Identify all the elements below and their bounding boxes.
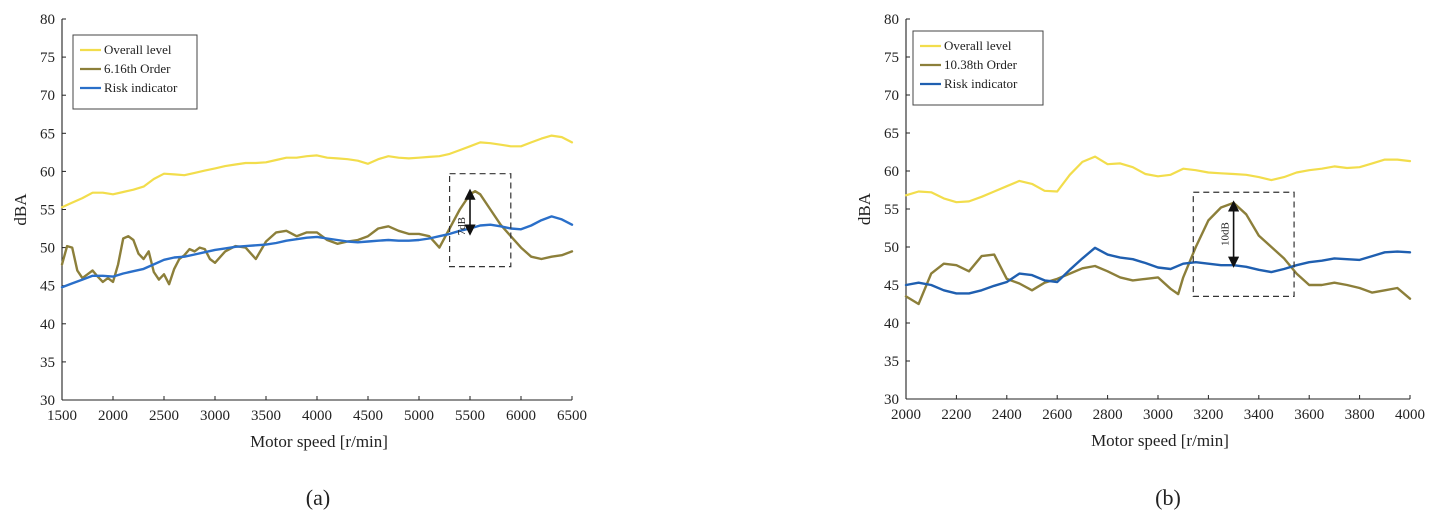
y-tick-label: 40 bbox=[884, 316, 899, 332]
x-tick-label: 6500 bbox=[557, 408, 587, 424]
y-tick-label: 70 bbox=[40, 88, 55, 104]
series-line-risk-indicator bbox=[904, 246, 1412, 295]
legend-label: 6.16th Order bbox=[104, 61, 171, 76]
y-tick-label: 45 bbox=[884, 278, 899, 294]
x-tick-label: 2600 bbox=[1042, 407, 1072, 423]
y-tick-label: 75 bbox=[40, 50, 55, 66]
x-tick-label: 4000 bbox=[1395, 407, 1425, 423]
legend-label: Risk indicator bbox=[104, 80, 178, 95]
x-tick-label: 6000 bbox=[506, 408, 536, 424]
legend-box bbox=[912, 30, 1044, 106]
y-tick-label: 50 bbox=[884, 240, 899, 256]
y-tick-label: 60 bbox=[40, 164, 55, 180]
y-tick-label: 35 bbox=[40, 355, 55, 371]
x-tick-label: 2200 bbox=[941, 407, 971, 423]
x-tick-label: 5000 bbox=[404, 408, 434, 424]
x-tick-label: 2800 bbox=[1093, 407, 1123, 423]
x-tick-label: 2000 bbox=[98, 408, 128, 424]
y-tick-label: 30 bbox=[40, 393, 55, 409]
y-tick-label: 65 bbox=[884, 126, 899, 142]
y-tick-label: 55 bbox=[40, 203, 55, 219]
x-tick-label: 3800 bbox=[1345, 407, 1375, 423]
y-axis-label: dBA bbox=[855, 192, 874, 225]
chart-b: 30 35 40 45 50 55 60 65 70 75 80 2000 2200 2400 2600 28… bbox=[855, 12, 1425, 510]
x-tick-label: 3400 bbox=[1244, 407, 1274, 423]
annotation-box bbox=[1192, 191, 1295, 298]
annotation-label: 7dB bbox=[456, 217, 468, 235]
x-tick-label: 3000 bbox=[200, 408, 230, 424]
x-tick-label: 3000 bbox=[1143, 407, 1173, 423]
y-tick-label: 35 bbox=[884, 354, 899, 370]
y-axis-label: dBA bbox=[11, 193, 30, 226]
legend-label: 10.38th Order bbox=[944, 57, 1018, 72]
figure-caption: (b) bbox=[1155, 485, 1181, 510]
x-tick-label: 3200 bbox=[1193, 407, 1223, 423]
x-axis-label: Motor speed [r/min] bbox=[250, 432, 388, 451]
legend: Overall level 6.16th Order Risk indicator bbox=[72, 34, 198, 110]
y-tick-label: 50 bbox=[40, 241, 55, 257]
legend-box bbox=[72, 34, 198, 110]
series-line-risk-indicator bbox=[60, 215, 574, 289]
y-tick-label: 75 bbox=[884, 50, 899, 66]
legend-label: Risk indicator bbox=[944, 76, 1018, 91]
annotation-label: 10dB bbox=[1220, 222, 1232, 246]
x-tick-label: 1500 bbox=[47, 408, 77, 424]
x-tick-label: 3600 bbox=[1294, 407, 1324, 423]
y-tick-label: 60 bbox=[884, 164, 899, 180]
figure-caption: (a) bbox=[306, 485, 330, 510]
annotation-box bbox=[449, 173, 512, 268]
y-tick-label: 70 bbox=[884, 88, 899, 104]
series-line-overall-level bbox=[904, 155, 1412, 204]
x-tick-label: 5500 bbox=[455, 408, 485, 424]
series-line-order bbox=[904, 201, 1412, 306]
chart-a: 30 35 40 45 50 55 60 65 70 75 80 1500 2000 2500 3000 35… bbox=[11, 12, 587, 510]
x-tick-label: 2000 bbox=[891, 407, 921, 423]
x-tick-label: 2500 bbox=[149, 408, 179, 424]
x-tick-label: 4500 bbox=[353, 408, 383, 424]
x-axis-label: Motor speed [r/min] bbox=[1091, 431, 1229, 450]
x-tick-label: 4000 bbox=[302, 408, 332, 424]
legend-label: Overall level bbox=[944, 38, 1012, 53]
y-tick-label: 65 bbox=[40, 126, 55, 142]
y-tick-label: 55 bbox=[884, 202, 899, 218]
y-tick-label: 80 bbox=[40, 12, 55, 28]
y-tick-label: 80 bbox=[884, 12, 899, 28]
x-tick-label: 2400 bbox=[992, 407, 1022, 423]
series-line-overall-level bbox=[60, 134, 574, 209]
x-tick-label: 3500 bbox=[251, 408, 281, 424]
legend: Overall level 10.38th Order Risk indicator bbox=[912, 30, 1044, 106]
y-tick-label: 30 bbox=[884, 392, 899, 408]
y-tick-label: 45 bbox=[40, 279, 55, 295]
y-tick-label: 40 bbox=[40, 317, 55, 333]
legend-label: Overall level bbox=[104, 42, 172, 57]
